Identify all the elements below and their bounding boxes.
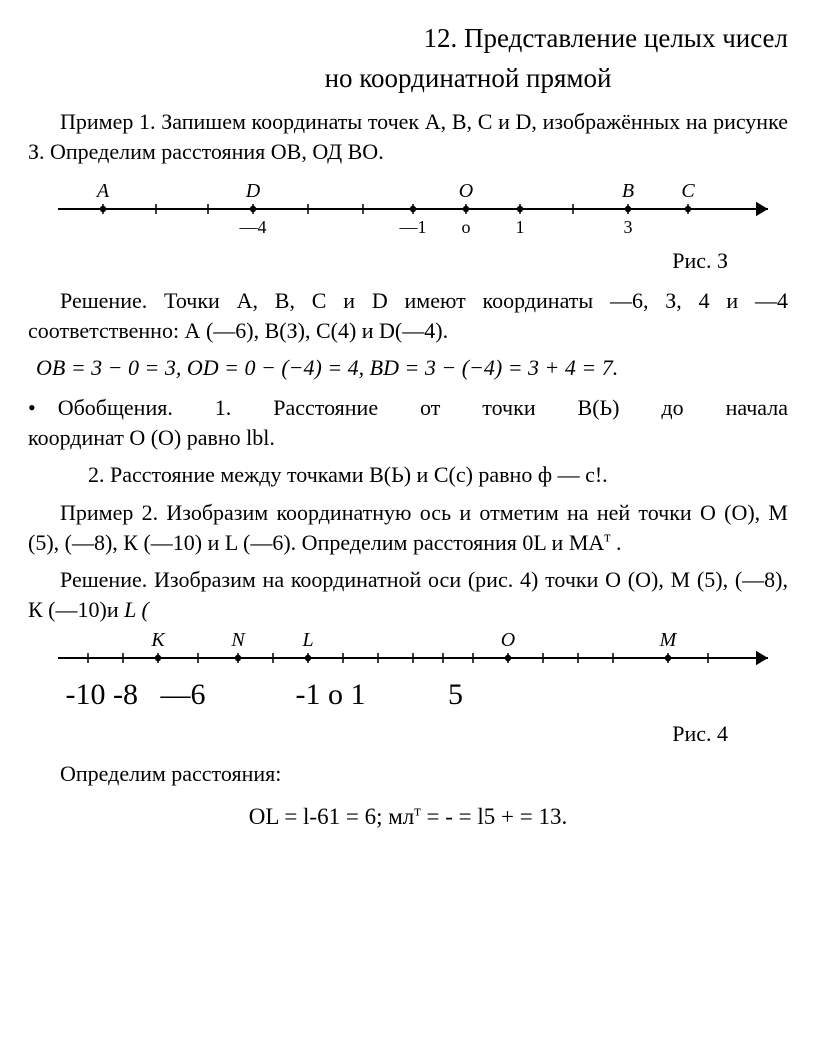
svg-text:B: B xyxy=(622,180,634,202)
section-title: 12. Представление целых чисел xyxy=(28,20,788,56)
svg-text:O: O xyxy=(459,180,473,202)
paragraph-example1: Пример 1. Запишем координаты точек А, В,… xyxy=(28,107,788,166)
paragraph-generalization-2: 2. Расстояние между точками В(Ь) и С(с) … xyxy=(28,460,788,490)
svg-text:1: 1 xyxy=(516,217,525,237)
figure-4-caption: Рис. 4 xyxy=(28,719,728,749)
svg-text:о: о xyxy=(462,217,471,237)
svg-text:A: A xyxy=(95,180,110,202)
paragraph-solution1: Решение. Точки А, В, С и D имеют координ… xyxy=(28,286,788,345)
paragraph-solution2: Решение. Изобразим на координатной оси (… xyxy=(28,565,788,624)
svg-text:—1: —1 xyxy=(399,217,427,237)
figure-4-numbers: -10 -8 —6 -1 о 1 5 xyxy=(28,675,788,716)
figure-3-caption: Рис. З xyxy=(28,246,728,276)
svg-text:—4: —4 xyxy=(239,217,267,237)
svg-text:C: C xyxy=(681,180,695,202)
paragraph-generalization-1: • Обобщения. 1. Расстояние от точки В(Ь)… xyxy=(28,393,788,452)
svg-text:3: 3 xyxy=(624,217,633,237)
svg-text:N: N xyxy=(230,633,246,651)
svg-text:M: M xyxy=(659,633,678,651)
example2-tail: . xyxy=(611,530,622,555)
example2-text: Пример 2. Изобразим координатную ось и о… xyxy=(28,500,788,555)
final-b: = - = l5 + = 13. xyxy=(421,804,567,829)
paragraph-example2: Пример 2. Изобразим координатную ось и о… xyxy=(28,498,788,557)
solution2-text-c: L ( xyxy=(119,597,149,622)
solution2-text-b: и xyxy=(107,597,119,622)
figure-4-numberline: KNLOM xyxy=(28,633,788,675)
section-subtitle: но координатной прямой xyxy=(28,60,788,96)
svg-text:L: L xyxy=(301,633,313,651)
paragraph-determine: Определим расстояния: xyxy=(28,759,788,789)
final-a: OL = l-61 = 6; мл xyxy=(249,804,414,829)
svg-text:D: D xyxy=(245,180,261,202)
svg-text:K: K xyxy=(150,633,166,651)
svg-text:O: O xyxy=(501,633,515,651)
final-equation: OL = l-61 = 6; млт = - = l5 + = 13. xyxy=(28,801,788,832)
figure-3-numberline: A D —4 —1 Oо 1 B 3 C xyxy=(28,174,788,244)
math-line-1: OB = 3 − 0 = 3, OD = 0 − (−4) = 4, BD = … xyxy=(36,353,788,383)
